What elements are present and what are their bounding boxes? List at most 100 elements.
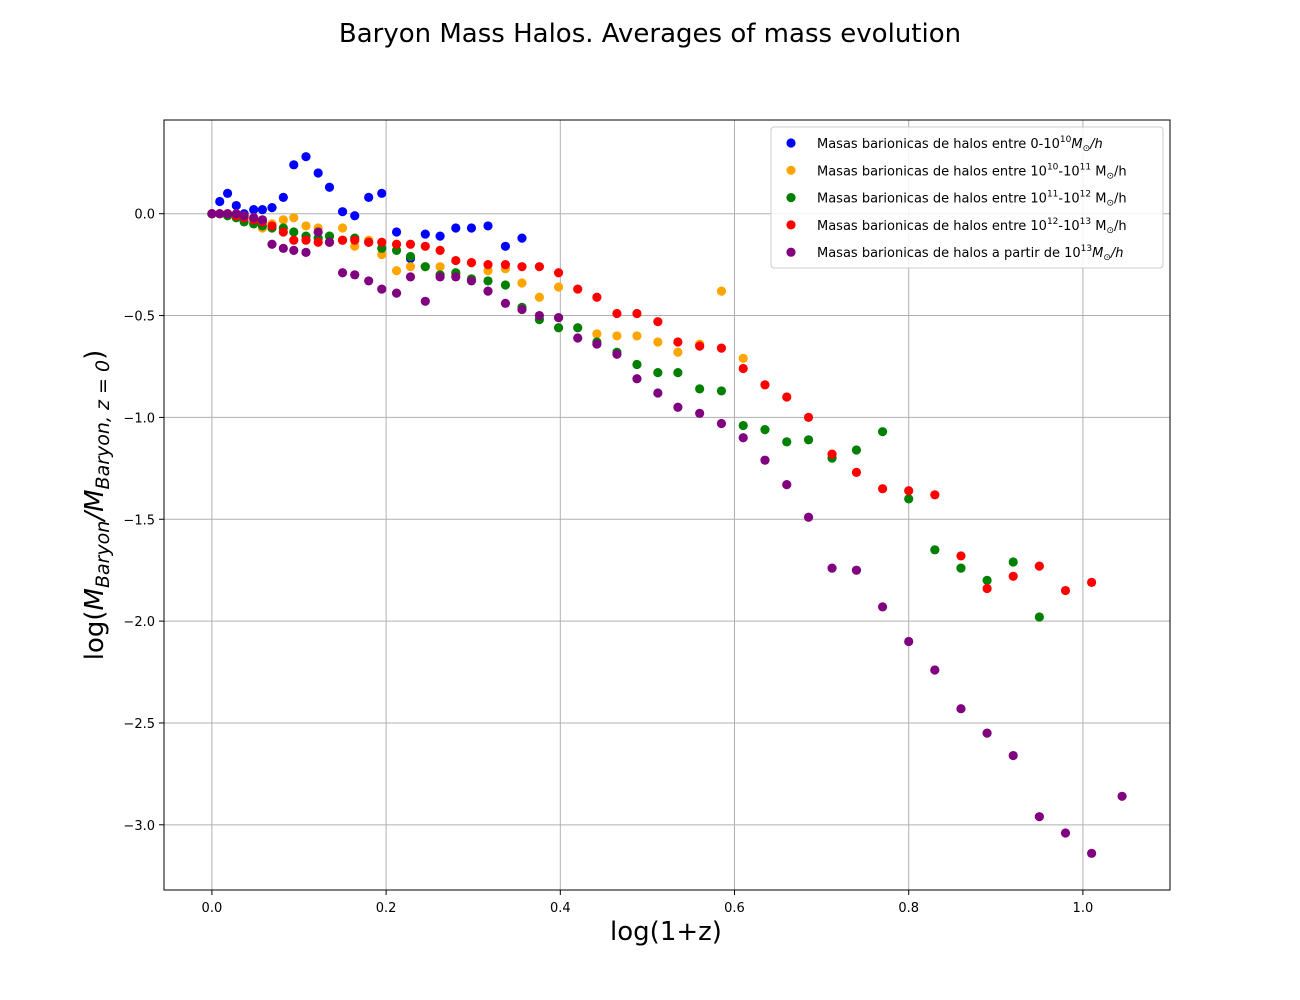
legend-label-part: 10 [1047, 162, 1059, 172]
data-point [904, 486, 914, 496]
x-tick-label: 0.4 [550, 901, 571, 916]
data-point [324, 182, 335, 192]
data-point [451, 223, 461, 233]
data-point [738, 420, 748, 431]
data-point [500, 298, 511, 308]
legend-marker [786, 193, 796, 203]
x-axis-ticks: 0.0 0.2 0.4 0.6 0.8 1.0 [202, 890, 1093, 916]
data-point [1034, 812, 1044, 822]
data-point [877, 602, 888, 612]
data-point [405, 272, 416, 282]
chart-title: Baryon Mass Halos. Averages of mass evol… [339, 19, 961, 49]
data-point [1060, 585, 1071, 596]
legend-label-part: Masas barionicas de halos entre 10 [817, 164, 1047, 179]
data-point [956, 563, 966, 573]
data-point [249, 205, 259, 215]
data-point [982, 728, 992, 738]
legend-label-part: /h [1089, 137, 1103, 152]
data-point [301, 235, 311, 245]
legend-label-part: 11 [1080, 162, 1091, 172]
data-point [653, 337, 663, 347]
data-point [435, 262, 445, 272]
legend-marker [786, 247, 796, 257]
legend-label: Masas barionicas de halos entre 0-1010M⊙… [817, 135, 1103, 154]
legend-label-part: -10 [1058, 164, 1079, 179]
data-point [592, 339, 602, 349]
data-point [391, 227, 402, 237]
data-point [278, 215, 288, 225]
legend-label-part: Masas barionicas de halos entre 10 [817, 219, 1047, 234]
data-point [313, 237, 323, 247]
data-point [851, 445, 862, 455]
legend-marker [786, 220, 796, 230]
data-point [301, 247, 311, 258]
y-tick-label: 0.0 [134, 208, 155, 223]
data-point [391, 239, 402, 249]
data-point [466, 276, 477, 286]
legend-label-part: /h [1110, 246, 1124, 261]
series-2 [207, 209, 748, 363]
x-axis-label: log(1+z) [610, 917, 722, 947]
data-point [278, 192, 288, 203]
data-point [435, 231, 445, 241]
data-point [534, 310, 544, 321]
data-point [289, 160, 299, 170]
data-point [231, 200, 241, 211]
data-point [1008, 571, 1018, 581]
legend-label: Masas barionicas de halos entre 1011-101… [817, 190, 1127, 209]
data-point [1008, 750, 1018, 761]
data-point [517, 233, 527, 243]
data-point [653, 367, 663, 378]
y-tick-label: −1.5 [123, 513, 155, 528]
data-point [364, 276, 374, 286]
data-point [782, 437, 792, 447]
data-point [267, 202, 277, 213]
data-point [573, 284, 583, 294]
x-tick-label: 0.2 [376, 901, 397, 916]
legend-entry-1: Masas barionicas de halos entre 0-1010M⊙… [786, 135, 1103, 154]
data-point [695, 341, 705, 351]
y-label-sub2: Baryon, z = 0 [92, 360, 114, 490]
y-axis-label: log(MBaryon/MBaryon, z = 0) [80, 350, 114, 661]
legend-label-part: 10 [1060, 135, 1072, 145]
data-point [435, 272, 445, 282]
data-point [632, 331, 642, 341]
legend-label: Masas barionicas de halos entre 1012-101… [817, 217, 1127, 236]
data-point [289, 227, 299, 237]
legend-label: Masas barionicas de halos entre 1010-101… [817, 162, 1127, 181]
data-point [1060, 828, 1071, 838]
data-point [803, 435, 814, 445]
data-point [377, 188, 387, 198]
data-point [350, 211, 360, 221]
data-point [716, 386, 727, 396]
legend-label-part: /h [1114, 164, 1127, 179]
data-point [364, 237, 374, 247]
data-point [695, 408, 705, 418]
data-point [324, 237, 335, 247]
data-point [337, 207, 348, 217]
data-point [377, 237, 387, 247]
data-points [207, 152, 1127, 858]
y-tick-label: −3.0 [123, 819, 155, 834]
data-point [377, 284, 387, 294]
data-point [534, 292, 544, 302]
legend-label-part: ⊙ [1106, 171, 1114, 181]
data-point [782, 392, 792, 402]
data-point [451, 255, 461, 266]
legend-frame [770, 126, 1164, 269]
data-point [420, 229, 430, 239]
data-point [760, 380, 770, 390]
legend-label-part: ⊙ [1083, 144, 1091, 154]
plot-frame [163, 119, 1171, 891]
data-point [1008, 557, 1018, 567]
data-point [904, 494, 914, 504]
data-point [337, 235, 348, 245]
data-point [877, 427, 888, 437]
data-point [592, 329, 602, 339]
data-point [222, 188, 233, 198]
x-tick-label: 0.0 [202, 901, 223, 916]
data-point [289, 235, 299, 245]
legend-marker [786, 138, 796, 148]
data-point [420, 262, 430, 272]
data-point [956, 704, 966, 714]
